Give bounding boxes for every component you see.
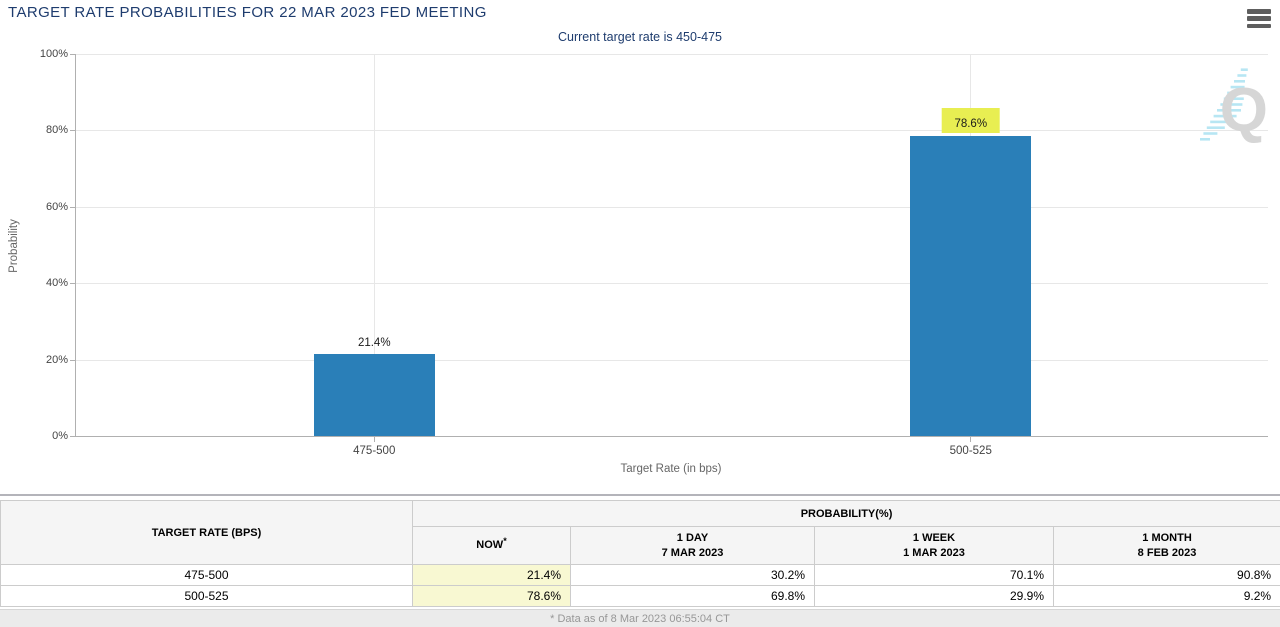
y-axis-tick bbox=[70, 359, 76, 361]
bar-data-label: 21.4% bbox=[357, 337, 391, 350]
gridline bbox=[373, 55, 375, 436]
bar-data-label: 78.6% bbox=[941, 107, 1001, 133]
col-header-1month: 1 MONTH 8 FEB 2023 bbox=[1052, 526, 1280, 565]
watermark-q-letter: Q bbox=[1219, 76, 1268, 145]
title-bar: TARGET RATE PROBABILITIES FOR 22 MAR 202… bbox=[0, 0, 1280, 48]
col-header-line1: 1 MONTH bbox=[1142, 532, 1192, 545]
y-axis-tick bbox=[70, 283, 76, 285]
gridline bbox=[76, 54, 1268, 55]
y-axis-tick bbox=[70, 436, 76, 437]
probability-table-section: TARGET RATE (BPS) PROBABILITY(%) NOW* 1 … bbox=[0, 494, 1280, 627]
col-header-1day: 1 DAY 7 MAR 2023 bbox=[570, 526, 815, 565]
plot-area: 0% 20% 40% 60% 80% 100% 475-500 21.4% 500-525 78.… bbox=[40, 48, 1268, 457]
watermark-stripes-icon bbox=[1200, 68, 1248, 141]
month-probability-cell: 9.2% bbox=[1052, 585, 1280, 607]
now-label: NOW bbox=[476, 539, 504, 552]
y-axis-tick bbox=[70, 206, 76, 208]
gridline bbox=[76, 359, 1268, 361]
now-probability-cell: 21.4% bbox=[412, 564, 571, 586]
page-title: TARGET RATE PROBABILITIES FOR 22 MAR 202… bbox=[8, 4, 487, 21]
now-asterisk: * bbox=[503, 536, 507, 547]
probability-bar[interactable] bbox=[313, 354, 435, 436]
now-probability-cell: 78.6% bbox=[412, 585, 571, 607]
y-axis-tick bbox=[70, 54, 76, 55]
col-header-now: NOW* bbox=[412, 526, 571, 565]
x-axis-category-label: 500-525 bbox=[949, 445, 992, 457]
hamburger-bar bbox=[1247, 9, 1271, 14]
x-axis-tick bbox=[373, 437, 375, 442]
current-target-rate-subtitle: Current target rate is 450-475 bbox=[558, 30, 722, 44]
probability-bar[interactable] bbox=[910, 135, 1032, 436]
table-row: 475-500 21.4% 30.2% 70.1% 90.8% bbox=[0, 564, 1280, 586]
col-header-line1: 1 WEEK bbox=[912, 532, 956, 545]
hamburger-menu-icon[interactable] bbox=[1247, 9, 1271, 28]
y-axis-tick-label: 60% bbox=[45, 200, 68, 213]
col-header-line1: 1 DAY bbox=[676, 532, 709, 545]
probability-bar-chart: Probability 0% 20% 40% 60% 80% 100% 475-500 21.… bbox=[0, 48, 1280, 494]
y-axis-tick-label: 80% bbox=[45, 124, 68, 137]
week-probability-cell: 29.9% bbox=[814, 585, 1054, 607]
col-header-line2: 8 FEB 2023 bbox=[1137, 546, 1197, 559]
gridline bbox=[76, 206, 1268, 208]
quikstrike-watermark: Q bbox=[1194, 58, 1272, 150]
col-header-1week: 1 WEEK 1 MAR 2023 bbox=[814, 526, 1054, 565]
col-header-probability-group: PROBABILITY(%) bbox=[411, 500, 1280, 527]
col-header-target-rate: TARGET RATE (BPS) bbox=[0, 500, 413, 565]
col-header-line2: 7 MAR 2023 bbox=[661, 546, 724, 559]
day-probability-cell: 30.2% bbox=[570, 564, 815, 586]
y-axis-tick-label: 40% bbox=[45, 277, 68, 290]
gridline bbox=[76, 283, 1268, 285]
data-as-of-note: * Data as of 8 Mar 2023 06:55:04 CT bbox=[0, 609, 1280, 627]
gridline bbox=[76, 130, 1268, 132]
y-axis-tick bbox=[70, 130, 76, 132]
day-probability-cell: 69.8% bbox=[570, 585, 815, 607]
y-axis-tick-label: 20% bbox=[45, 353, 68, 366]
separator-line bbox=[0, 494, 1280, 496]
month-probability-cell: 90.8% bbox=[1052, 564, 1280, 586]
rate-range-cell: 500-525 bbox=[0, 585, 413, 607]
y-axis-tick-label: 0% bbox=[52, 430, 68, 442]
x-axis-title: Target Rate (in bps) bbox=[620, 463, 722, 475]
probability-table: TARGET RATE (BPS) PROBABILITY(%) NOW* 1 … bbox=[0, 500, 1280, 607]
week-probability-cell: 70.1% bbox=[814, 564, 1054, 586]
hamburger-bar bbox=[1247, 16, 1271, 21]
table-row: 500-525 78.6% 69.8% 29.9% 9.2% bbox=[0, 585, 1280, 607]
x-axis-tick bbox=[970, 437, 972, 442]
x-axis-category-label: 475-500 bbox=[353, 445, 396, 457]
col-header-line2: 1 MAR 2023 bbox=[903, 546, 965, 559]
y-axis-tick-label: 100% bbox=[39, 48, 68, 60]
rate-range-cell: 475-500 bbox=[0, 564, 413, 586]
y-axis-title: Probability bbox=[8, 219, 20, 273]
hamburger-bar bbox=[1247, 23, 1271, 28]
